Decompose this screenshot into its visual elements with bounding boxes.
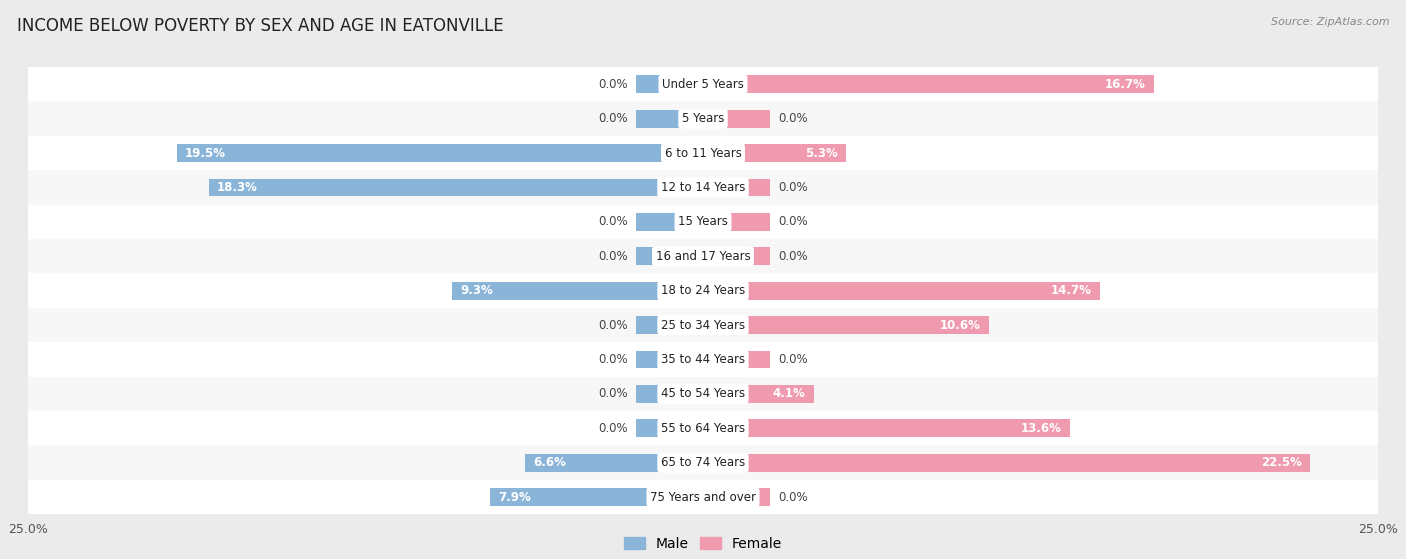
Bar — [28, 136, 1378, 170]
Text: 5 Years: 5 Years — [682, 112, 724, 125]
Text: 14.7%: 14.7% — [1050, 284, 1091, 297]
Bar — [28, 480, 1378, 514]
Text: 9.3%: 9.3% — [460, 284, 492, 297]
Text: 16.7%: 16.7% — [1105, 78, 1146, 91]
Bar — [28, 170, 1378, 205]
Bar — [28, 377, 1378, 411]
Text: 18 to 24 Years: 18 to 24 Years — [661, 284, 745, 297]
Bar — [636, 75, 703, 93]
Bar — [703, 247, 770, 265]
Bar — [703, 385, 814, 403]
Text: 0.0%: 0.0% — [598, 422, 627, 435]
Bar — [28, 342, 1378, 377]
Text: 10.6%: 10.6% — [941, 319, 981, 331]
Text: 4.1%: 4.1% — [773, 387, 806, 400]
Bar — [636, 419, 703, 437]
Text: 65 to 74 Years: 65 to 74 Years — [661, 456, 745, 469]
Text: 55 to 64 Years: 55 to 64 Years — [661, 422, 745, 435]
Bar — [636, 316, 703, 334]
Text: 0.0%: 0.0% — [779, 250, 808, 263]
Bar — [28, 239, 1378, 273]
Bar — [703, 178, 770, 196]
Bar — [209, 178, 703, 196]
Text: 16 and 17 Years: 16 and 17 Years — [655, 250, 751, 263]
Bar — [703, 110, 770, 127]
Text: 0.0%: 0.0% — [779, 181, 808, 194]
Bar — [28, 308, 1378, 342]
Bar — [703, 144, 846, 162]
Bar — [28, 67, 1378, 102]
Bar — [636, 350, 703, 368]
Text: Under 5 Years: Under 5 Years — [662, 78, 744, 91]
Bar — [703, 316, 990, 334]
Text: 18.3%: 18.3% — [217, 181, 257, 194]
Bar — [177, 144, 703, 162]
Bar — [524, 454, 703, 472]
Text: 0.0%: 0.0% — [598, 387, 627, 400]
Text: 0.0%: 0.0% — [598, 250, 627, 263]
Text: 6.6%: 6.6% — [533, 456, 565, 469]
Bar — [703, 282, 1099, 300]
Text: Source: ZipAtlas.com: Source: ZipAtlas.com — [1271, 17, 1389, 27]
Bar — [28, 411, 1378, 446]
Text: 0.0%: 0.0% — [598, 215, 627, 229]
Text: 13.6%: 13.6% — [1021, 422, 1062, 435]
Bar — [703, 213, 770, 231]
Text: 0.0%: 0.0% — [779, 215, 808, 229]
Bar — [703, 419, 1070, 437]
Bar — [451, 282, 703, 300]
Bar — [703, 454, 1310, 472]
Bar — [28, 446, 1378, 480]
Text: 0.0%: 0.0% — [598, 112, 627, 125]
Bar — [28, 102, 1378, 136]
Bar — [28, 205, 1378, 239]
Bar — [636, 213, 703, 231]
Bar — [636, 110, 703, 127]
Text: 0.0%: 0.0% — [598, 353, 627, 366]
Legend: Male, Female: Male, Female — [619, 532, 787, 557]
Text: 6 to 11 Years: 6 to 11 Years — [665, 146, 741, 159]
Text: 12 to 14 Years: 12 to 14 Years — [661, 181, 745, 194]
Text: 7.9%: 7.9% — [498, 491, 530, 504]
Bar — [703, 350, 770, 368]
Text: 22.5%: 22.5% — [1261, 456, 1302, 469]
Bar — [489, 488, 703, 506]
Text: 0.0%: 0.0% — [779, 491, 808, 504]
Text: 35 to 44 Years: 35 to 44 Years — [661, 353, 745, 366]
Text: 25 to 34 Years: 25 to 34 Years — [661, 319, 745, 331]
Text: 0.0%: 0.0% — [598, 78, 627, 91]
Bar — [703, 488, 770, 506]
Bar — [636, 385, 703, 403]
Bar — [703, 75, 1154, 93]
Text: 0.0%: 0.0% — [779, 353, 808, 366]
Bar — [636, 247, 703, 265]
Text: 45 to 54 Years: 45 to 54 Years — [661, 387, 745, 400]
Text: 0.0%: 0.0% — [779, 112, 808, 125]
Bar — [28, 273, 1378, 308]
Text: 75 Years and over: 75 Years and over — [650, 491, 756, 504]
Text: 19.5%: 19.5% — [184, 146, 226, 159]
Text: 5.3%: 5.3% — [806, 146, 838, 159]
Text: INCOME BELOW POVERTY BY SEX AND AGE IN EATONVILLE: INCOME BELOW POVERTY BY SEX AND AGE IN E… — [17, 17, 503, 35]
Text: 0.0%: 0.0% — [598, 319, 627, 331]
Text: 15 Years: 15 Years — [678, 215, 728, 229]
